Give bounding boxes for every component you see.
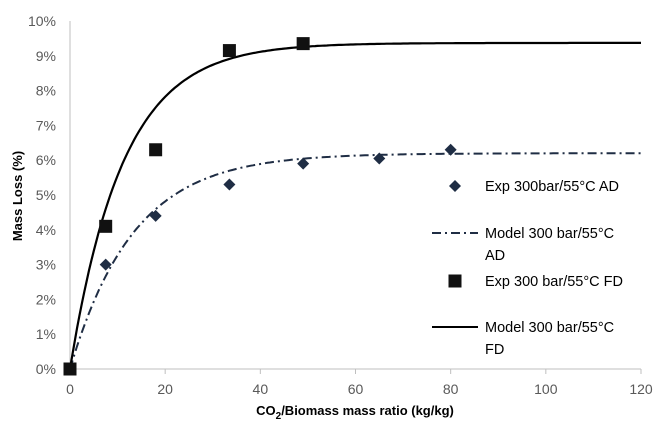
data-point-diamond <box>223 178 236 191</box>
legend-label: FD <box>485 342 504 358</box>
legend: Exp 300bar/55°C AD Model 300 bar/55°C AD Ex… <box>432 179 623 358</box>
legend-marker-diamond <box>449 180 461 192</box>
x-tick-label: 0 <box>66 381 74 397</box>
data-point-diamond <box>99 258 112 271</box>
y-tick-label: 8% <box>36 83 56 99</box>
data-point-square <box>296 37 310 51</box>
x-tick-label: 40 <box>253 381 269 397</box>
data-point-diamond <box>297 157 310 170</box>
y-tick-label: 3% <box>36 257 56 273</box>
x-tick-label: 20 <box>157 381 173 397</box>
x-axis-title-rest: /Biomass mass ratio (kg/kg) <box>281 403 454 418</box>
data-point-diamond <box>373 152 386 165</box>
y-tick-label: 9% <box>36 48 56 64</box>
y-tick-label: 2% <box>36 291 56 307</box>
x-tick-labels: 0 20 40 60 80 100 120 <box>66 369 653 397</box>
x-axis-title: CO2/Biomass mass ratio (kg/kg) <box>256 403 454 421</box>
y-tick-label: 5% <box>36 187 56 203</box>
data-point-diamond <box>444 143 457 156</box>
x-tick-label: 80 <box>443 381 459 397</box>
series-layer <box>63 37 641 376</box>
y-tick-label: 6% <box>36 152 56 168</box>
data-point-square <box>149 143 163 157</box>
data-point-square <box>63 362 77 376</box>
y-tick-label: 10% <box>28 13 56 29</box>
data-point-diamond <box>149 209 162 222</box>
legend-marker-square <box>448 274 462 288</box>
y-tick-label: 7% <box>36 117 56 133</box>
series-line-undefined <box>69 152 641 370</box>
y-tick-label: 1% <box>36 326 56 342</box>
legend-label: Model 300 bar/55°C <box>485 226 614 242</box>
legend-label: Exp 300 bar/55°C FD <box>485 274 623 290</box>
legend-label: AD <box>485 248 505 264</box>
data-point-square <box>99 219 113 233</box>
series-line-undefined <box>68 41 641 370</box>
y-axis-title: Mass Loss (%) <box>10 151 25 241</box>
x-tick-label: 120 <box>629 381 653 397</box>
legend-label: Model 300 bar/55°C <box>485 320 614 336</box>
legend-label: Exp 300bar/55°C AD <box>485 179 619 195</box>
x-tick-label: 100 <box>534 381 558 397</box>
axes <box>69 21 641 370</box>
y-tick-label: 0% <box>36 361 56 377</box>
x-axis-title-co: CO <box>256 403 276 418</box>
x-tick-label: 60 <box>348 381 364 397</box>
x-axis-title-subscript: 2 <box>276 411 282 421</box>
data-point-square <box>222 44 236 58</box>
y-tick-label: 4% <box>36 222 56 238</box>
y-tick-labels: 0% 1% 2% 3% 4% 5% 6% 7% 8% 9% 10% <box>28 13 56 377</box>
